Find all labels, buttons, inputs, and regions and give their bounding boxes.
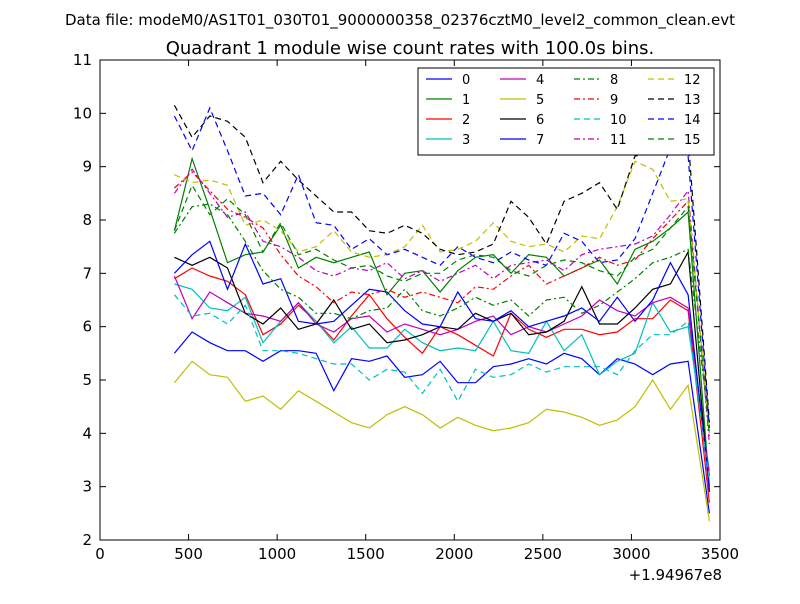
legend-label-4: 4 — [536, 73, 544, 88]
series-line-4 — [173, 275, 710, 477]
x-tick-label: 1500 — [347, 545, 385, 563]
series-line-9 — [173, 171, 710, 434]
x-offset-label: +1.94967e8 — [629, 566, 722, 584]
y-tick-label: 9 — [82, 158, 92, 176]
x-tick-label: 3000 — [612, 545, 650, 563]
legend-box — [417, 67, 715, 156]
series-line-10 — [173, 294, 710, 482]
series-line-11 — [173, 168, 710, 445]
legend-label-6: 6 — [536, 113, 544, 128]
series-line-7 — [173, 240, 710, 490]
legend-label-13: 13 — [684, 93, 701, 108]
plot-area — [173, 105, 710, 522]
x-tick-label: 3500 — [701, 545, 739, 563]
series-line-0 — [173, 331, 710, 514]
chart-title: Quadrant 1 module wise count rates with … — [166, 38, 655, 59]
legend-label-7: 7 — [536, 133, 544, 148]
series-line-14 — [173, 106, 710, 429]
y-tick-label: 7 — [82, 264, 92, 282]
x-tick-label: 2000 — [435, 545, 473, 563]
legend-label-11: 11 — [610, 133, 627, 148]
x-tick-label: 1000 — [258, 545, 296, 563]
y-tick-label: 4 — [82, 424, 92, 442]
legend-label-1: 1 — [462, 93, 470, 108]
series-line-13 — [173, 105, 710, 423]
series-line-8 — [173, 203, 710, 429]
x-tick-label: 2500 — [524, 545, 562, 563]
legend-label-14: 14 — [684, 113, 701, 128]
figure-suptitle: Data file: modeM0/AS1T01_030T01_90000003… — [65, 11, 735, 30]
legend-label-9: 9 — [610, 93, 618, 108]
y-tick-label: 5 — [82, 371, 92, 389]
legend-label-5: 5 — [536, 93, 544, 108]
legend-label-15: 15 — [684, 133, 701, 148]
x-tick-label: 0 — [95, 545, 105, 563]
legend-label-10: 10 — [610, 113, 627, 128]
legend-label-3: 3 — [462, 133, 470, 148]
series-line-2 — [174, 267, 710, 503]
series-line-12 — [174, 160, 710, 434]
y-tick-label: 2 — [82, 531, 92, 549]
series-line-15 — [173, 183, 710, 437]
legend-label-12: 12 — [684, 73, 701, 88]
y-tick-label: 10 — [73, 104, 92, 122]
x-tick-label: 500 — [174, 545, 203, 563]
legend-label-0: 0 — [462, 73, 470, 88]
y-tick-label: 3 — [82, 478, 92, 496]
series-line-5 — [173, 360, 710, 522]
y-tick-label: 8 — [82, 211, 92, 229]
y-tick-label: 6 — [82, 318, 92, 336]
legend-label-2: 2 — [462, 113, 470, 128]
axes-frame — [99, 59, 721, 541]
y-tick-label: 11 — [73, 51, 92, 69]
series-line-3 — [174, 283, 710, 471]
legend-label-8: 8 — [610, 73, 618, 88]
